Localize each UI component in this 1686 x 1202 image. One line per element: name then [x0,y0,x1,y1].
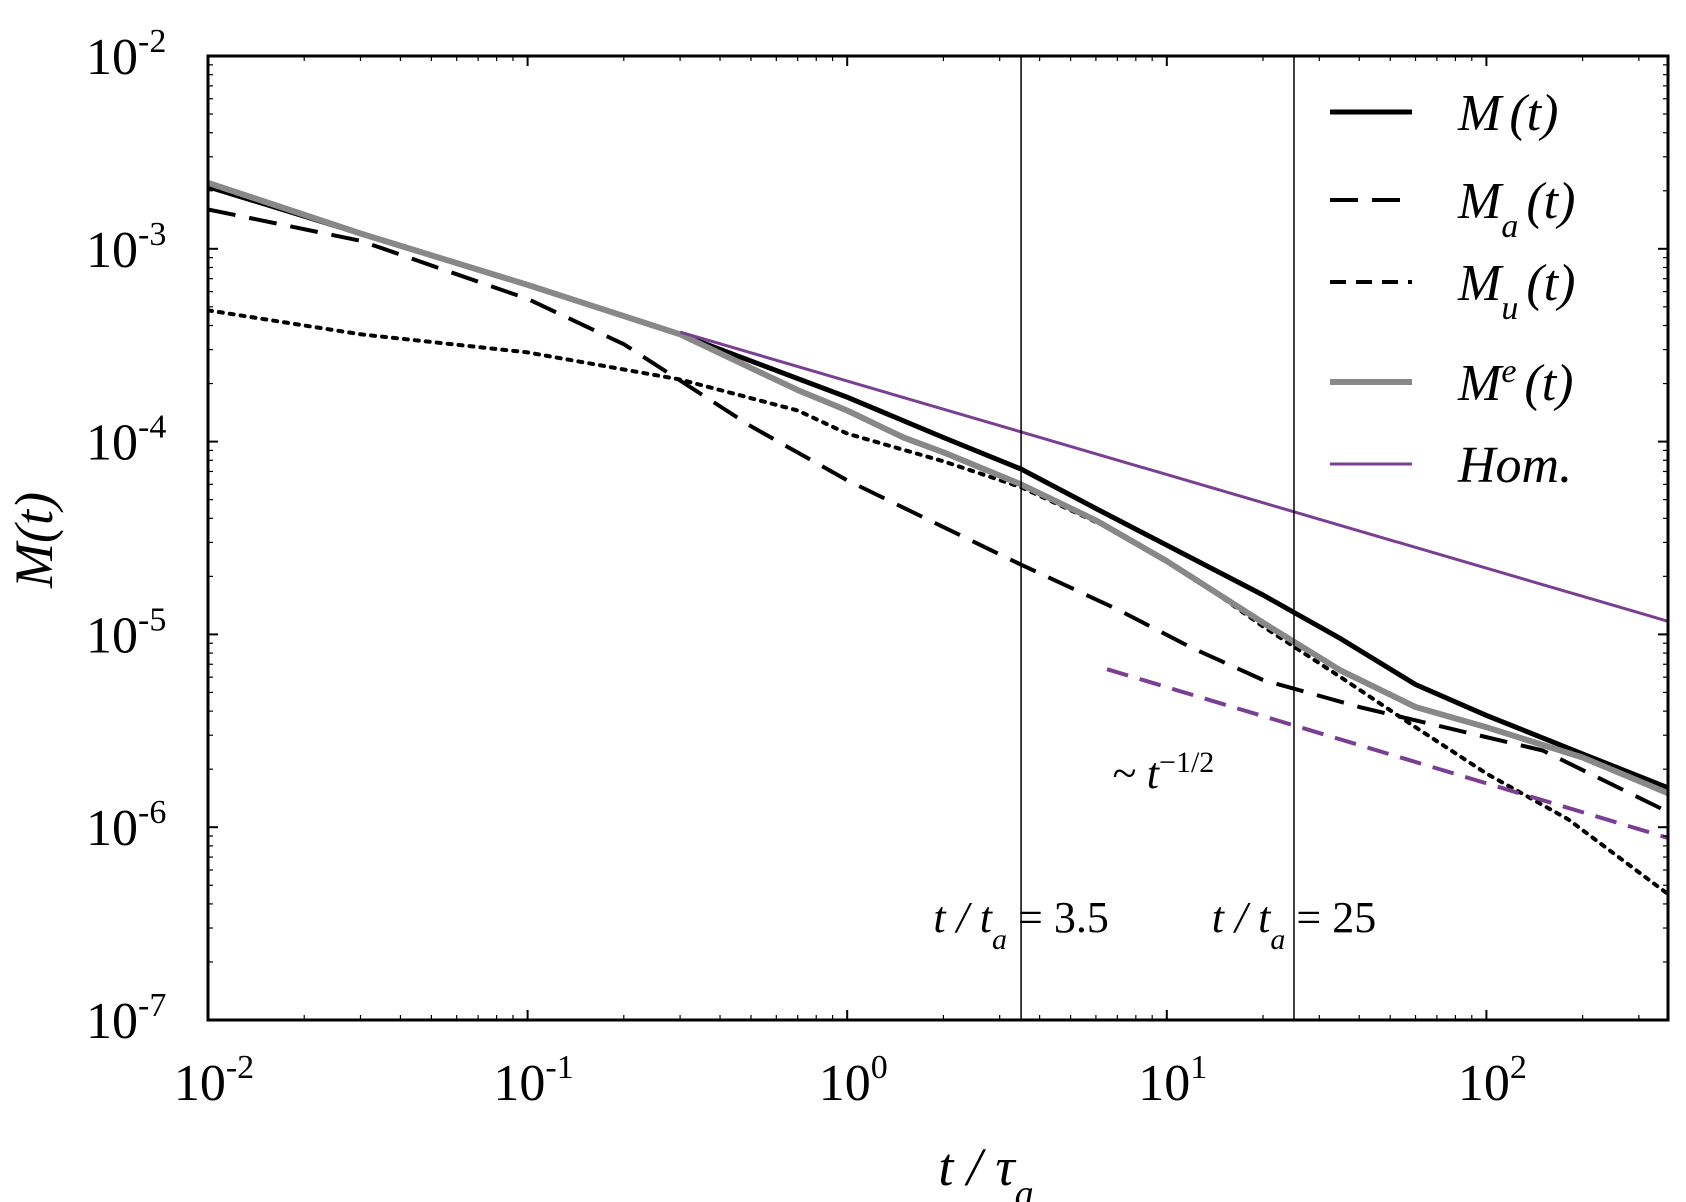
x-tick-label: 101 [1138,1049,1207,1112]
legend-label-1: Ma (t) [1457,173,1575,245]
legend-label-2: Mu (t) [1457,255,1575,327]
x-tick-label: 10-1 [493,1049,573,1112]
series-layer [208,179,1668,897]
y-tick-label: 10-7 [86,987,166,1050]
vline-label-0: t / ta = 3.5 [933,893,1109,956]
legend-label-0: M (t) [1457,85,1558,142]
legend-label-4: Hom. [1457,437,1572,494]
x-tick-label: 102 [1458,1049,1527,1112]
slope-reference-line [1106,667,1669,840]
y-tick-label: 10-5 [86,601,166,664]
y-tick-label: 10-4 [86,409,166,472]
vline-label-1: t / ta = 25 [1212,893,1377,956]
x-axis-label: t / τa [938,1137,1033,1202]
legend-label-3: Me (t) [1457,353,1574,413]
series-line-mut [208,308,1668,897]
y-tick-label: 10-3 [86,216,166,279]
tick-layer: 10-2 10-1 100 101 102 10-2 10-3 10-4 10-5 10-6 10-… [86,23,1668,1112]
annotation-layer: t / ta = 3.5 t / ta = 25 ~ t−1/2 [933,56,1669,1020]
x-tick-label: 100 [819,1049,888,1112]
plot-frame [206,54,1670,1022]
axis-labels: t / τa M(t) [4,492,1034,1202]
slope-label: ~ t−1/2 [1112,746,1214,799]
x-tick-label: 10-2 [174,1049,254,1112]
y-tick-label: 10-2 [86,23,166,86]
series-line-hom [679,330,1668,623]
y-axis-label: M(t) [4,492,64,589]
series-line-mt [208,184,1668,791]
series-line-mat [208,207,1668,814]
legend: M (t) Ma (t) Mu (t) Me (t) Hom. [1330,85,1575,494]
y-tick-label: 10-6 [86,794,166,857]
